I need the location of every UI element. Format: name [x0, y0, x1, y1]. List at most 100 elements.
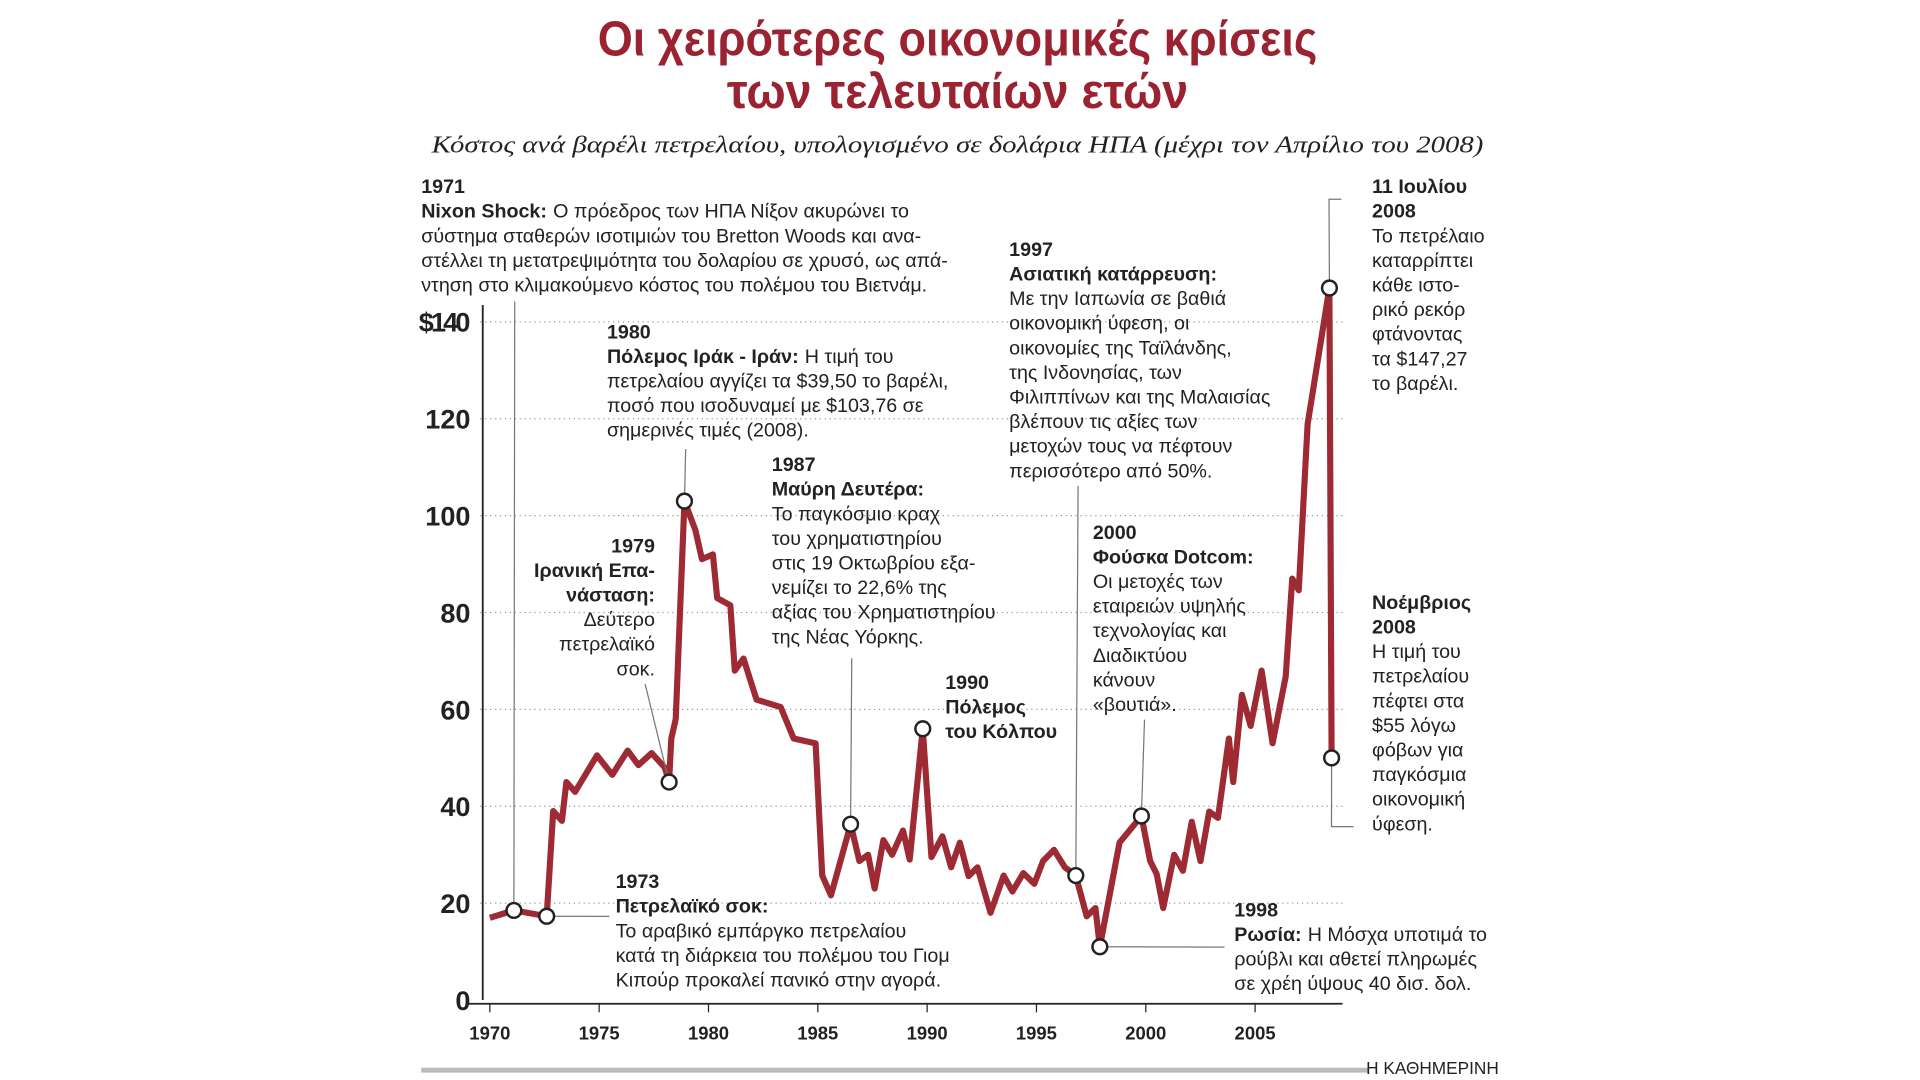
- annotation-text: Οι μετοχές των: [1093, 571, 1223, 593]
- annotation-text: Η τιμή του: [805, 346, 894, 368]
- annotation-text: του χρηματιστηρίου: [772, 528, 942, 550]
- annotation-heading: Πετρελαϊκό σοκ:: [616, 896, 769, 918]
- x-tick-label: 1980: [688, 1022, 729, 1043]
- annotation-text: ποσό που ισοδυναμεί με $103,76 σε: [607, 395, 924, 417]
- annotation-text: τα $147,27: [1372, 348, 1467, 370]
- annotation-text: Ο πρόεδρος των ΗΠΑ Νίξον ακυρώνει το: [553, 201, 909, 223]
- annotation-heading-text: νάσταση:: [566, 585, 655, 607]
- annotation-heading: Μαύρη Δευτέρα:: [772, 479, 924, 501]
- y-tick-label: 20: [440, 889, 470, 919]
- annotation-text: στέλλει τη μετατρεψιμότητα του δολαρίου …: [421, 250, 948, 272]
- annotation-year: 1971: [421, 176, 465, 198]
- annotation-text: $55 λόγω: [1372, 715, 1456, 737]
- annotation-text: οικονομική: [1372, 789, 1465, 811]
- annotation-text: πετρελαϊκό: [559, 634, 655, 656]
- annotation-heading-text: Πετρελαϊκό σοκ:: [616, 896, 769, 918]
- annotation-heading: νάσταση:: [566, 585, 655, 607]
- annotation-text: σε χρέη ύψους 40 δισ. δολ.: [1234, 973, 1471, 995]
- event-marker: [1323, 749, 1341, 767]
- event-marker: [660, 773, 678, 791]
- annotation-heading: Ασιατική κατάρρευση:: [1009, 263, 1217, 285]
- annotation-text: ρικό ρεκόρ: [1372, 299, 1465, 321]
- annotation-text: πέφτει στα: [1372, 690, 1464, 712]
- annotation-heading-text: Φούσκα Dotcom:: [1093, 546, 1254, 568]
- annotation-text: πετρελαίου: [1372, 666, 1469, 688]
- y-tick-label: 80: [440, 598, 470, 628]
- annotation-heading-text: Πόλεμος: [945, 696, 1026, 718]
- annotation-text: Διαδικτύου: [1093, 645, 1187, 667]
- chart-title: Οι χειρότερες οικονομικές κρίσεις: [598, 11, 1318, 66]
- annotation-text: Η τιμή του: [1372, 641, 1461, 663]
- annotation-text: οικονομική ύφεση, οι: [1009, 313, 1189, 335]
- annotation-year: 1997: [1009, 239, 1053, 261]
- annotation-text: παγκόσμια: [1372, 764, 1466, 786]
- x-tick-label: 1990: [907, 1022, 948, 1043]
- annotation-text: κάνουν: [1093, 669, 1156, 691]
- chart-title: των τελευταίων ετών: [727, 64, 1188, 119]
- annotation-year: 2008: [1372, 616, 1416, 638]
- annotation-year: 11 Ιουλίου: [1372, 176, 1467, 198]
- annotation-text: τεχνολογίας και: [1093, 620, 1227, 642]
- annotation-year: 1998: [1234, 899, 1278, 921]
- event-marker: [1067, 866, 1085, 885]
- annotation-heading: του Κόλπου: [945, 721, 1057, 743]
- x-tick-label: 1995: [1016, 1022, 1057, 1043]
- annotation-text: Δεύτερο: [584, 609, 655, 631]
- annotation-heading-text: Πόλεμος Ιράκ - Ιράν:: [607, 346, 799, 368]
- annotation-text: το βαρέλι.: [1372, 373, 1458, 395]
- annotation-year: 2000: [1093, 522, 1137, 544]
- leader-line: [1328, 198, 1342, 288]
- event-marker: [675, 492, 694, 510]
- event-marker: [1091, 938, 1109, 956]
- annotation-text: Κιπούρ προκαλεί πανικό στην αγορά.: [616, 970, 941, 992]
- annotation-text: σημερινές τιμές (2008).: [607, 420, 809, 442]
- annotation-year: 1973: [616, 871, 660, 893]
- annotation-text: οικονομίες της Ταϊλάνδης,: [1009, 337, 1232, 359]
- annotation-text: αξίας του Χρηματιστηρίου: [772, 602, 996, 624]
- x-tick-label: 1985: [797, 1022, 838, 1043]
- annotation-text: κατά τη διάρκεια του πολέμου του Γιομ: [616, 945, 950, 967]
- annotation-heading: Ρωσία: Η Μόσχα υποτιμά το: [1234, 924, 1487, 946]
- annotation-text: «βουτιά».: [1093, 694, 1177, 716]
- event-marker: [914, 720, 932, 738]
- annotation-text: κάθε ιστο-: [1372, 275, 1460, 297]
- annotation-text: σύστημα σταθερών ισοτιμιών του Bretton W…: [421, 225, 921, 247]
- annotation-text: ρούβλι και αθετεί πληρωμές: [1234, 949, 1477, 971]
- annotation-text: μετοχών τους να πέφτουν: [1009, 436, 1232, 458]
- annotation-text: καταρρίπτει: [1372, 250, 1473, 272]
- annotation-heading-text: Nixon Shock:: [421, 201, 547, 223]
- event-marker: [505, 901, 523, 920]
- y-tick-label: 40: [440, 792, 470, 822]
- annotation-year: 2008: [1372, 201, 1416, 223]
- leader-line: [644, 683, 670, 783]
- leader-line: [1140, 719, 1146, 816]
- annotation-text: της Ινδονησίας, των: [1009, 362, 1182, 384]
- annotation-text: ύφεση.: [1372, 813, 1433, 835]
- leader-line: [1075, 485, 1079, 876]
- annotation-year: 1979: [611, 535, 655, 557]
- annotation-year: 1990: [945, 672, 989, 694]
- annotation-heading: Πόλεμος Ιράκ - Ιράν: Η τιμή του: [607, 346, 894, 368]
- event-marker: [538, 907, 556, 925]
- annotation-heading-text: Ασιατική κατάρρευση:: [1009, 263, 1217, 285]
- event-marker: [1320, 279, 1339, 297]
- annotation-text: Η Μόσχα υποτιμά το: [1308, 924, 1487, 946]
- annotation-text: Το αραβικό εμπάργκο πετρελαίου: [616, 920, 907, 942]
- y-tick-label: 0: [455, 986, 470, 1016]
- leader-line: [1330, 757, 1354, 828]
- annotation-heading-text: του Κόλπου: [945, 721, 1057, 743]
- y-tick-label: 100: [425, 501, 470, 531]
- annotation-heading-text: Ρωσία:: [1234, 924, 1301, 946]
- annotation-text: βλέπουν τις αξίες των: [1009, 411, 1197, 433]
- annotation-heading-text: Μαύρη Δευτέρα:: [772, 479, 924, 501]
- annotation-text: Με την Ιαπωνία σε βαθιά: [1009, 288, 1226, 310]
- annotation-text: πετρελαίου αγγίζει τα $39,50 το βαρέλι,: [607, 370, 948, 392]
- event-marker: [1132, 807, 1151, 825]
- annotation-heading: Nixon Shock: Ο πρόεδρος των ΗΠΑ Νίξον ακυ…: [421, 201, 909, 223]
- x-tick-label: 1975: [579, 1022, 620, 1043]
- annotation-heading: Πόλεμος: [945, 696, 1026, 718]
- x-tick-label: 2000: [1125, 1022, 1166, 1043]
- annotation-year: Νοέμβριος: [1372, 592, 1471, 614]
- y-tick-label: $140: [419, 308, 471, 338]
- annotation-heading: Φούσκα Dotcom:: [1093, 546, 1254, 568]
